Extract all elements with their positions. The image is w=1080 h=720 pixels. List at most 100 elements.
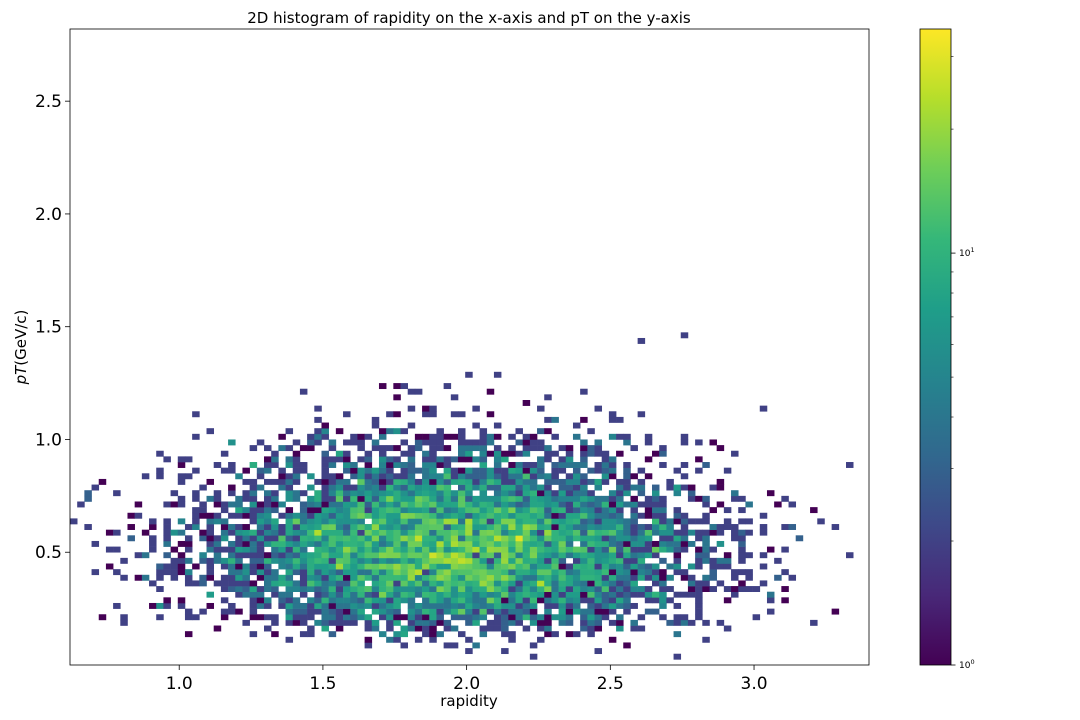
histogram-bin [479,631,488,638]
histogram-bin [278,433,286,440]
histogram-bin [630,574,638,581]
chart-title: 2D histogram of rapidity on the x-axis a… [247,9,691,27]
histogram-bin [220,557,229,564]
histogram-bin [299,462,308,468]
histogram-bin [544,591,552,598]
histogram-bin [709,484,717,491]
histogram-bin [594,439,603,446]
histogram-bin [285,563,294,570]
histogram-bin [723,524,732,530]
histogram-bin [321,467,329,474]
histogram-bin [572,484,581,491]
histogram-bin [458,608,466,615]
histogram-bin [407,462,416,468]
histogram-bin [616,597,624,604]
histogram-bin [314,580,322,587]
histogram-bin [321,608,329,615]
histogram-bin [594,552,603,559]
histogram-bin [472,586,480,592]
histogram-bin [235,529,243,536]
histogram-bin [479,428,488,435]
histogram-bin [831,524,840,530]
histogram-bin [608,574,617,581]
histogram-bin [407,591,416,598]
histogram-bin [328,490,337,497]
histogram-bin [601,495,610,502]
histogram-bin [529,433,538,440]
histogram-bin [537,501,545,508]
histogram-bin [228,462,236,468]
histogram-bin [249,445,258,452]
histogram-bin [429,478,437,485]
histogram-bin [249,490,258,497]
histogram-bin [666,574,674,581]
histogram-bin [450,529,459,536]
histogram-bin [522,602,531,609]
histogram-bin [199,535,207,542]
histogram-bin [429,405,437,412]
histogram-bin [343,597,351,604]
histogram-bin [659,512,667,519]
histogram-bin [249,462,258,468]
histogram-bin [335,608,344,615]
histogram-bin [321,473,329,480]
histogram-bin [443,490,452,497]
histogram-bin [565,552,574,559]
histogram-bin [149,518,157,525]
histogram-bin [299,540,308,547]
histogram-bin [422,473,430,480]
histogram-bin [206,574,215,581]
histogram-bin [321,602,329,609]
histogram-bin [364,591,373,598]
histogram-bin [271,552,279,559]
histogram-bin [458,512,466,519]
histogram-bin [630,586,638,592]
histogram-bin [731,586,739,592]
histogram-bin [486,501,495,508]
histogram-bin [249,478,258,485]
histogram-bin [594,478,603,485]
histogram-bin [414,478,423,485]
histogram-bin [659,535,667,542]
histogram-bin [623,490,631,497]
histogram-bin [508,631,516,638]
histogram-bin [422,490,430,497]
histogram-bin [450,591,459,598]
histogram-bin [623,552,631,559]
histogram-bin [307,445,315,452]
histogram-bin [242,580,250,587]
histogram-bin [508,608,516,615]
histogram-bin [264,467,272,474]
histogram-bin [472,602,480,609]
histogram-bin [472,529,480,536]
histogram-bin [472,495,480,502]
histogram-bin [163,602,171,609]
histogram-bin [328,478,337,485]
histogram-bin [307,484,315,491]
histogram-bin [429,462,437,468]
histogram-bin [687,540,696,547]
histogram-bin [170,501,179,508]
histogram-bin [177,597,186,604]
histogram-bin [149,546,157,553]
histogram-bin [364,473,373,480]
histogram-bin [407,450,416,457]
histogram-bin [184,456,193,463]
histogram-bin [271,490,279,497]
histogram-bin [285,574,294,581]
histogram-bin [501,574,509,581]
histogram-bin [572,535,581,542]
histogram-bin [458,597,466,604]
histogram-bin [299,512,308,519]
histogram-bin [307,580,315,587]
histogram-bin [378,591,387,598]
histogram-bin [558,495,567,502]
histogram-bin [616,625,624,632]
histogram-bin [731,569,739,576]
histogram-bin [486,546,495,553]
histogram-bin [637,574,646,581]
histogram-bin [364,546,373,553]
histogram-bin [235,501,243,508]
histogram-bin [702,540,710,547]
histogram-bin [537,636,545,643]
